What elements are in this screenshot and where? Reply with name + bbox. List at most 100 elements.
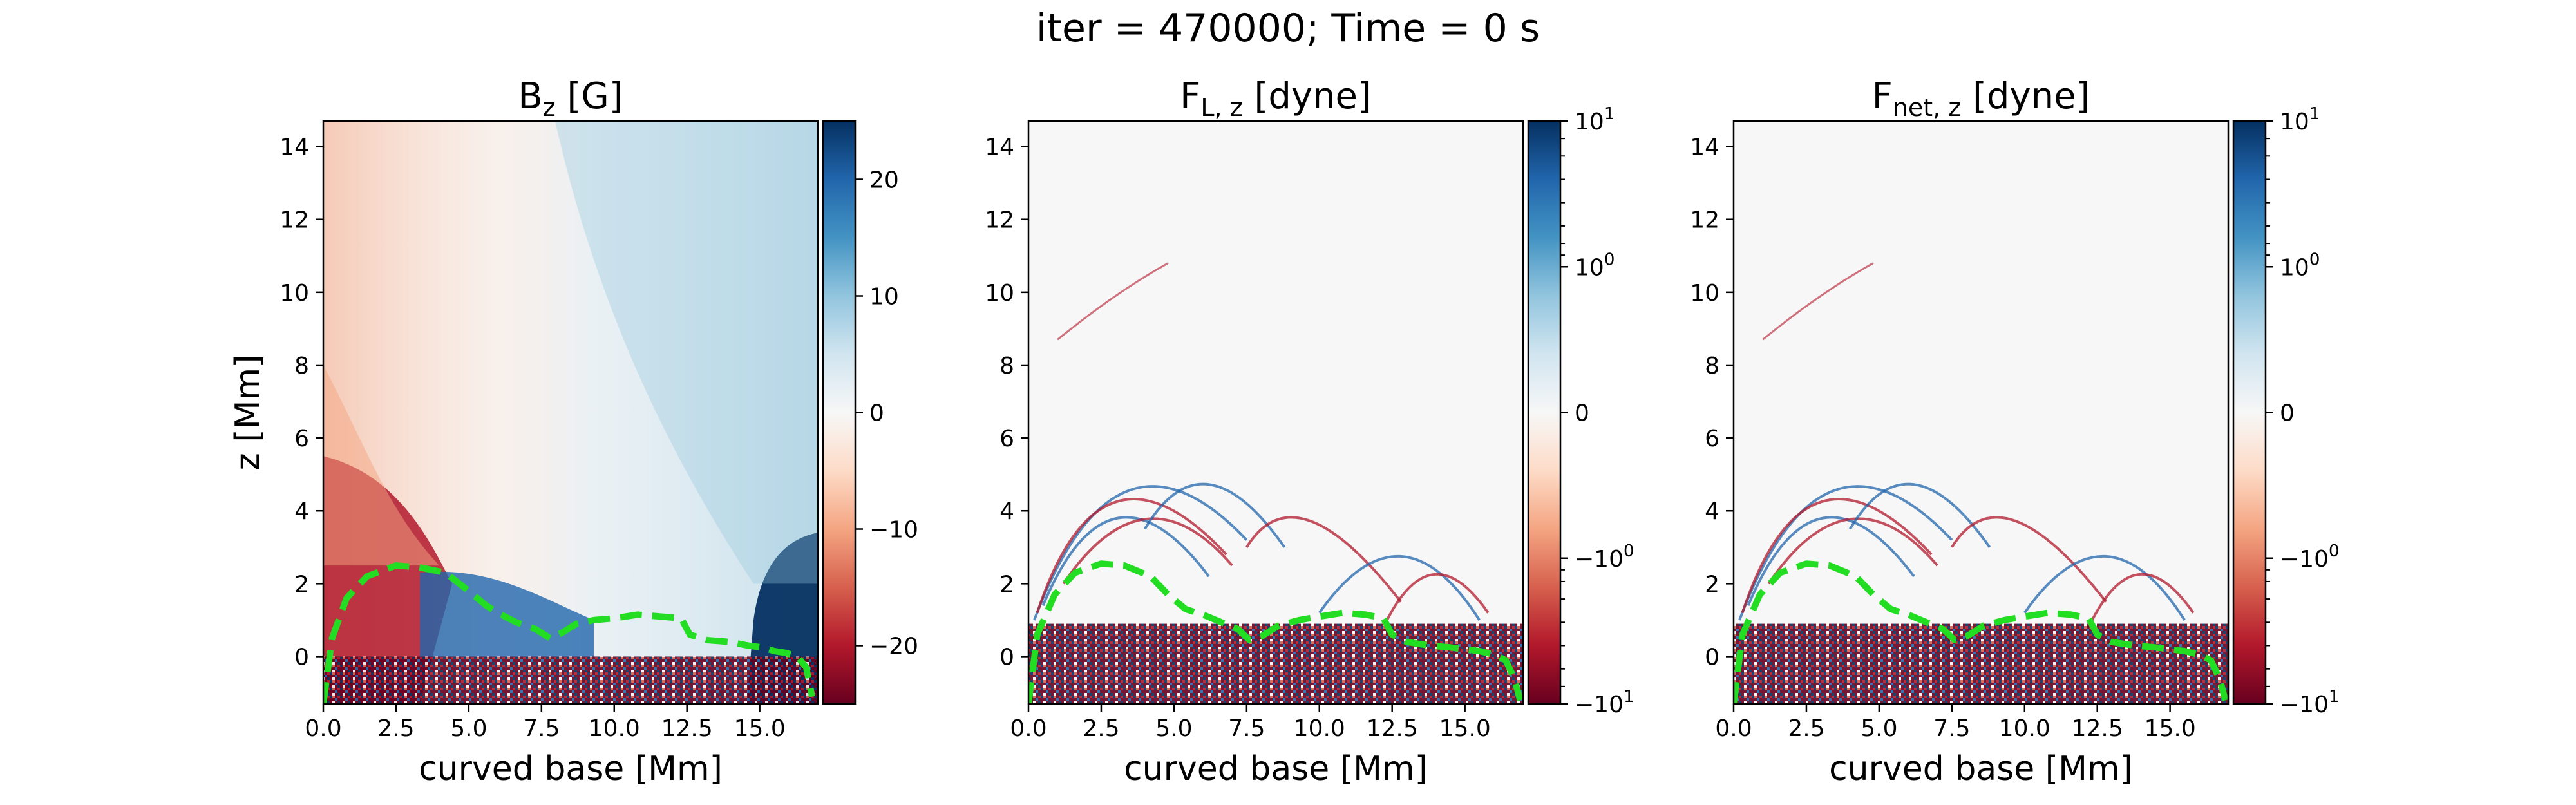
colorbar-tick-label: 100	[1575, 250, 1615, 281]
tick-exponent: 0	[2309, 250, 2320, 269]
y-tick-label: 12	[985, 207, 1014, 234]
fieldline-arc	[1382, 573, 1490, 629]
tick-exponent: 1	[1604, 104, 1615, 124]
axes-frame	[1732, 120, 2230, 705]
fieldline-arc	[1143, 482, 1286, 548]
y-tick-label: 12	[279, 207, 309, 234]
positive-halo	[555, 121, 818, 584]
tick-base: 10	[2280, 254, 2309, 281]
x-axis-label: curved base [Mm]	[1829, 750, 2133, 788]
y-tick-label: 2	[999, 571, 1014, 598]
title-subscript: L, z	[1200, 93, 1242, 122]
x-tick-label: 5.0	[1155, 715, 1192, 742]
colorbar-tick-label: 0	[2280, 401, 2295, 427]
photosphere-layer	[1028, 623, 1523, 704]
y-tick-label: 8	[294, 353, 309, 379]
x-tick-label: 12.5	[1367, 715, 1418, 742]
y-tick-label: 10	[279, 280, 309, 307]
x-axis-label: curved base [Mm]	[419, 750, 723, 788]
x-tick-label: 10.0	[589, 715, 640, 742]
colorbar	[2232, 120, 2267, 705]
x-tick-label: 0.0	[1010, 715, 1046, 742]
x-tick-label: 2.5	[1788, 715, 1824, 742]
x-tick-label: 12.5	[2072, 715, 2123, 742]
heatmap-field	[323, 121, 818, 704]
x-tick-label: 2.5	[1083, 715, 1119, 742]
figure-suptitle: iter = 470000; Time = 0 s	[1036, 6, 1540, 51]
y-tick-label: 2	[1705, 571, 1719, 598]
title-unit: [G]	[556, 75, 623, 117]
y-tick-label: 8	[999, 353, 1014, 379]
tick-base: −10	[2280, 692, 2329, 718]
panel-2: 0.0 2.5 5.0 7.5 10.0 12.5 15.002468101214curve…	[985, 75, 1634, 788]
x-tick-label: 10.0	[1294, 715, 1345, 742]
colorbar-tick-label: 100	[2280, 250, 2320, 281]
fieldline-arc	[1762, 262, 1874, 341]
fieldline-arc	[1767, 517, 1938, 585]
fieldline-arc	[1041, 516, 1210, 607]
fieldline-arc	[1318, 554, 1481, 621]
x-axis-label: curved base [Mm]	[1124, 750, 1428, 788]
tick-base: 10	[1575, 254, 1604, 281]
fieldline-arc	[1057, 262, 1169, 341]
fieldline-arc	[1738, 485, 1953, 621]
title-main: B	[518, 75, 542, 117]
panel-title: FL, z [dyne]	[1180, 75, 1372, 122]
x-tick-label: 0.0	[305, 715, 341, 742]
y-tick-label: 4	[294, 498, 309, 525]
colorbar-tick-label: −10	[869, 517, 918, 544]
x-tick-label: 10.0	[1999, 715, 2050, 742]
fieldline-arc	[1747, 516, 1915, 607]
panel-3: 0.0 2.5 5.0 7.5 10.0 12.5 15.002468101214curve…	[1690, 75, 2339, 788]
heatmap-field	[1028, 121, 1523, 704]
y-tick-label: 4	[999, 498, 1014, 525]
panel-1: 0.0 2.5 5.0 7.5 10.0 12.5 15.0 0 2 4 6 8 10 12 14 curve…	[229, 75, 918, 788]
y-tick-label: 6	[999, 426, 1014, 452]
fieldline-arc	[1062, 517, 1233, 585]
y-tick-label: 12	[1690, 207, 1719, 234]
y-tick-label: 10	[1690, 280, 1719, 307]
fieldline-arc	[1848, 482, 1991, 548]
x-tick-label: 15.0	[734, 715, 786, 742]
colorbar-tick-label: 101	[2280, 104, 2320, 135]
x-tick-label: 7.5	[523, 715, 560, 742]
fieldline-arc	[1741, 498, 1933, 614]
title-main: F	[1872, 75, 1893, 117]
axes-frame	[322, 120, 819, 705]
colorbar-tick-label: 10	[869, 284, 899, 310]
title-unit: [dyne]	[1961, 75, 2090, 117]
colorbar	[822, 120, 857, 705]
panel-title: Fnet, z [dyne]	[1872, 75, 2090, 122]
x-tick-label: 15.0	[1439, 715, 1491, 742]
negative-halo	[323, 365, 439, 566]
x-tick-label: 5.0	[450, 715, 487, 742]
title-subscript: z	[543, 93, 556, 122]
tick-base: 10	[1575, 109, 1604, 135]
tick-base: 0	[1575, 401, 1589, 427]
tick-exponent: 1	[2329, 687, 2340, 706]
tick-exponent: 0	[1604, 250, 1615, 269]
colorbar-tick-label: −101	[2280, 687, 2340, 718]
photosphere-layer	[323, 656, 818, 704]
heatmap-field	[1734, 121, 2228, 704]
title-subscript: net, z	[1893, 93, 1961, 122]
y-tick-label: 14	[279, 135, 309, 161]
field-background	[1028, 121, 1523, 704]
y-tick-label: 14	[985, 135, 1014, 161]
colorbar-tick-label: −20	[869, 634, 918, 660]
x-tick-label: 5.0	[1861, 715, 1897, 742]
x-tick-label: 2.5	[377, 715, 414, 742]
y-tick-label: 6	[1705, 426, 1719, 452]
tick-exponent: 1	[2309, 104, 2320, 124]
x-tick-label: 0.0	[1715, 715, 1752, 742]
y-tick-label: 0	[294, 644, 309, 670]
fieldline-arc	[1951, 516, 2107, 603]
fieldline-arc	[1036, 498, 1227, 614]
colorbar-tick-label: 101	[1575, 104, 1615, 135]
y-tick-label: 0	[1705, 644, 1719, 670]
tick-base: −10	[1575, 546, 1624, 573]
fieldline-arc	[2023, 554, 2186, 621]
x-tick-label: 7.5	[1228, 715, 1265, 742]
y-axis-label: z [Mm]	[229, 355, 267, 471]
y-tick-label: 6	[294, 426, 309, 452]
